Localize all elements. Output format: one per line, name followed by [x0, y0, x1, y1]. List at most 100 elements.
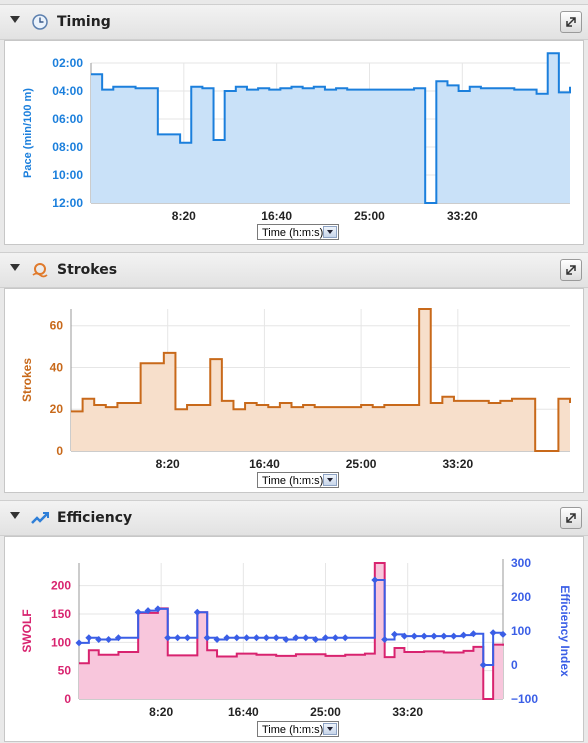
y-tick-label: 50: [58, 664, 72, 678]
y-tick-label: 100: [51, 635, 71, 649]
efficiency-chart: 0 50 100 150 200 8:20 16:40 25:00 33:20 −100 0 100 2…: [20, 556, 572, 719]
strokes-chart: 0 20 40 60 8:20 16:40 25:00 33:20 Strokes: [20, 308, 571, 471]
efficiency-point: [331, 634, 339, 642]
y-tick-label: 06:00: [52, 112, 83, 126]
y2-tick-label: 300: [511, 556, 531, 570]
efficiency-point: [144, 607, 152, 615]
efficiency-point: [75, 639, 83, 647]
efficiency-point: [85, 634, 93, 642]
efficiency-point: [252, 634, 260, 642]
efficiency-point: [203, 634, 211, 642]
x-tick-label: 33:20: [442, 457, 473, 471]
x-tick-label: 8:20: [172, 209, 196, 223]
efficiency-x-axis-select[interactable]: Time (h:m:s): [257, 721, 339, 737]
expand-efficiency-button[interactable]: [560, 507, 582, 529]
trend-icon: [31, 512, 49, 524]
x-axis-select-label: Time (h:m:s): [262, 475, 324, 487]
efficiency-point: [391, 630, 399, 638]
y-tick-label: 0: [64, 692, 71, 706]
strokes-line: [71, 308, 571, 452]
y-axis-label: SWOLF: [20, 609, 34, 652]
efficiency-point: [499, 630, 507, 638]
pace-line: [91, 52, 571, 204]
efficiency-point: [410, 632, 418, 640]
efficiency-point: [134, 608, 142, 616]
expand-icon: [566, 265, 576, 275]
expand-icon: [566, 513, 576, 523]
efficiency-point: [479, 661, 487, 669]
efficiency-point: [282, 636, 290, 643]
efficiency-point: [292, 634, 300, 642]
y-tick-label: 200: [51, 579, 71, 593]
swolf-area: [79, 563, 503, 699]
expand-timing-button[interactable]: [560, 11, 582, 33]
clock-icon: [32, 14, 48, 30]
strokes-x-axis-select[interactable]: Time (h:m:s): [257, 472, 339, 488]
x-tick-label: 16:40: [249, 457, 280, 471]
strokes-title: Strokes: [57, 262, 118, 278]
x-axis-select-label: Time (h:m:s): [262, 724, 324, 736]
efficiency-point: [460, 631, 468, 639]
efficiency-point: [469, 630, 477, 638]
y-tick-label: 08:00: [52, 140, 83, 154]
x-tick-label: 25:00: [310, 705, 341, 719]
x-tick-label: 8:20: [149, 705, 173, 719]
efficiency-point: [114, 634, 122, 642]
efficiency-point: [341, 634, 349, 642]
dropdown-arrow-icon[interactable]: [323, 474, 337, 486]
collapse-caret-icon[interactable]: [10, 16, 20, 23]
efficiency-point: [381, 636, 389, 643]
efficiency-point: [440, 632, 448, 640]
efficiency-point: [322, 634, 330, 642]
efficiency-point: [489, 629, 497, 637]
efficiency-point: [243, 634, 251, 642]
timing-x-axis-select[interactable]: Time (h:m:s): [257, 224, 339, 240]
efficiency-point: [450, 632, 458, 640]
x-tick-label: 16:40: [228, 705, 259, 719]
efficiency-chart-panel: 0 50 100 150 200 8:20 16:40 25:00 33:20 −100 0 100 2…: [4, 536, 584, 742]
y-tick-label: 40: [50, 360, 64, 374]
efficiency-point: [272, 634, 280, 642]
dropdown-arrow-icon[interactable]: [323, 226, 337, 238]
y2-tick-label: −100: [511, 692, 538, 706]
pace-area: [91, 53, 570, 204]
y-tick-label: 60: [50, 319, 64, 333]
y2-tick-label: 100: [511, 624, 531, 638]
efficiency-point: [420, 632, 428, 640]
swolf-line: [79, 562, 504, 700]
strokes-chart-panel: 0 20 40 60 8:20 16:40 25:00 33:20 Strokes Time (…: [4, 288, 584, 493]
x-axis-select-label: Time (h:m:s): [262, 227, 324, 239]
expand-strokes-button[interactable]: [560, 259, 582, 281]
y-axis-label: Strokes: [20, 358, 34, 402]
x-tick-label: 33:20: [447, 209, 478, 223]
timing-title: Timing: [57, 14, 111, 30]
efficiency-point: [262, 634, 270, 642]
efficiency-point: [223, 634, 231, 642]
y-tick-label: 02:00: [52, 56, 83, 70]
efficiency-header: Efficiency: [0, 500, 588, 536]
efficiency-point: [105, 636, 113, 643]
y-axis-label: Pace (min/100 m): [22, 88, 34, 178]
y-tick-label: 12:00: [52, 196, 83, 210]
timing-chart: 02:00 04:00 06:00 08:00 10:00 12:00 8:20 16:40 2…: [22, 52, 571, 223]
y-tick-label: 150: [51, 607, 71, 621]
y2-tick-label: 0: [511, 658, 518, 672]
efficiency-point: [371, 576, 379, 584]
efficiency-point: [174, 634, 182, 642]
efficiency-point: [95, 636, 103, 643]
swim-icon: [32, 263, 48, 278]
efficiency-point: [302, 634, 310, 642]
y-tick-label: 10:00: [52, 168, 83, 182]
x-tick-label: 8:20: [156, 457, 180, 471]
y2-tick-label: 200: [511, 590, 531, 604]
y-tick-label: 20: [50, 402, 64, 416]
collapse-caret-icon[interactable]: [10, 264, 20, 271]
collapse-caret-icon[interactable]: [10, 512, 20, 519]
dropdown-arrow-icon[interactable]: [323, 723, 337, 735]
strokes-header: Strokes: [0, 252, 588, 288]
x-tick-label: 25:00: [346, 457, 377, 471]
x-tick-label: 16:40: [261, 209, 292, 223]
efficiency-title: Efficiency: [57, 510, 133, 526]
efficiency-point: [154, 605, 162, 613]
timing-header: Timing: [0, 4, 588, 40]
